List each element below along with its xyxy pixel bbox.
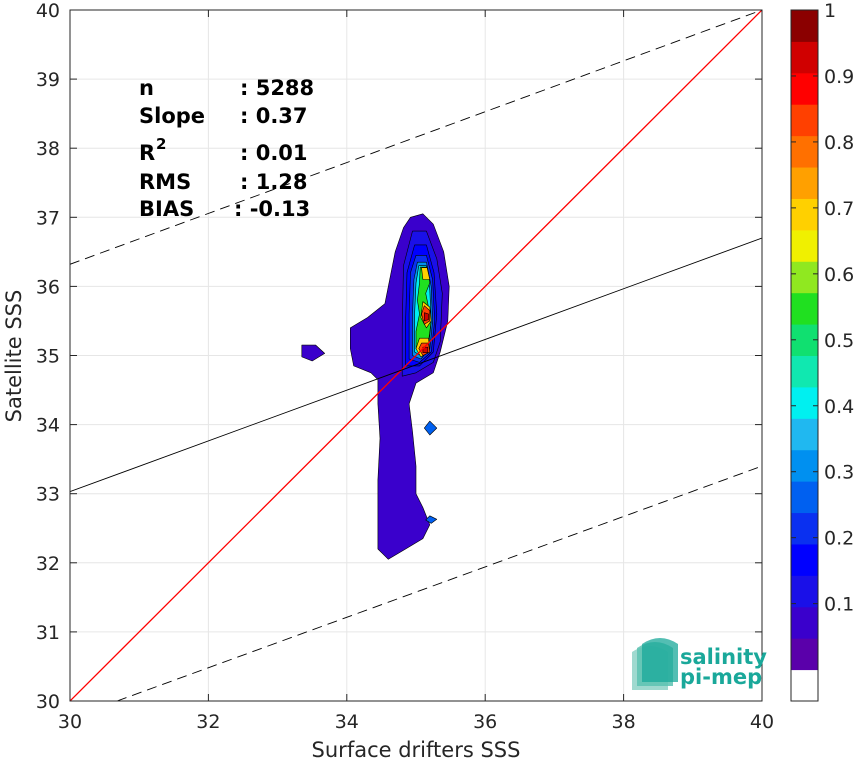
- colorbar-segment-16: [791, 167, 818, 199]
- y-tick-label-5: 35: [36, 346, 60, 368]
- x-tick-label-0: 30: [58, 711, 82, 733]
- colorbar-segment-15: [791, 198, 818, 231]
- y-tick-label-1: 31: [36, 622, 60, 644]
- colorbar-segment-13: [791, 261, 818, 294]
- y-tick-label-8: 38: [36, 138, 60, 160]
- colorbar-segment-7: [791, 449, 818, 482]
- y-tick-label-10: 40: [36, 0, 60, 22]
- logo-text-line1: salinity: [680, 645, 767, 669]
- logo-text-line2: pi-mep: [680, 665, 762, 689]
- colorbar-segment-1: [791, 638, 818, 671]
- colorbar-tick-label-2: 0.3: [824, 462, 854, 484]
- colorbar-tick-label-1: 0.2: [824, 528, 854, 550]
- colorbar-segment-14: [791, 229, 818, 262]
- stat-rms-label: RMS: [139, 170, 191, 194]
- stat-r2-value: : 0.01: [240, 141, 308, 165]
- x-axis-label: Surface drifters SSS: [312, 738, 521, 762]
- x-tick-labels: 30 32 34 36 38 40: [58, 711, 774, 733]
- contour-10-1: [422, 346, 429, 354]
- colorbar-segment-17: [791, 135, 818, 168]
- y-tick-labels: 30 31 32 33 34 35 36 37 38 39 40: [36, 0, 60, 713]
- stat-rms-value: : 1.28: [240, 170, 308, 194]
- colorbar-segment-12: [791, 292, 818, 325]
- x-tick-label-4: 38: [612, 711, 636, 733]
- colorbar-segment-6: [791, 481, 818, 514]
- contour-10-0: [423, 312, 429, 322]
- axis-ticks: [69, 9, 763, 702]
- colorbar-tick-label-3: 0.4: [824, 396, 854, 418]
- stat-bias-label: BIAS: [139, 197, 194, 221]
- salinity-pi-mep-logo: salinity pi-mep: [632, 638, 767, 690]
- colorbar-tick-label-8: 0.9: [824, 66, 854, 88]
- stat-r2-sup: 2: [156, 135, 166, 153]
- colorbar-segment-2: [791, 606, 818, 639]
- colorbar-segment-10: [791, 355, 818, 388]
- colorbar-segment-9: [791, 386, 818, 419]
- y-axis-label: Satellite SSS: [2, 290, 26, 423]
- colorbar-segment-20: [791, 41, 818, 74]
- identity-line: [70, 10, 762, 701]
- colorbar-tick-label-7: 0.8: [824, 132, 854, 154]
- colorbar-segment-0: [791, 669, 818, 702]
- x-tick-label-2: 34: [335, 711, 359, 733]
- regression-line: [70, 237, 762, 493]
- colorbar: [791, 10, 818, 702]
- stat-bias-value: : -0.13: [234, 197, 310, 221]
- reference-lines: [70, 10, 762, 701]
- y-tick-label-7: 37: [36, 207, 60, 229]
- y-tick-label-4: 34: [36, 415, 60, 437]
- colorbar-segment-19: [791, 72, 818, 105]
- contour-4-1: [425, 515, 438, 524]
- y-tick-label-9: 39: [36, 69, 60, 91]
- density-contours: [301, 213, 450, 560]
- x-tick-label-3: 36: [473, 711, 497, 733]
- colorbar-tick-label-4: 0.5: [824, 330, 854, 352]
- colorbar-tick-label-9: 1: [824, 0, 836, 22]
- colorbar-segment-3: [791, 575, 818, 608]
- stat-n-value: : 5288: [240, 76, 314, 100]
- colorbar-ticks: 0.1 0.2 0.3 0.4 0.5 0.6 0.7 0.8 0.9 1: [791, 0, 854, 616]
- colorbar-segment-4: [791, 543, 818, 576]
- colorbar-tick-label-6: 0.7: [824, 198, 854, 220]
- colorbar-segment-8: [791, 418, 818, 451]
- lower-bound-line: [116, 465, 762, 701]
- stat-slope-label: Slope: [139, 104, 205, 128]
- colorbar-border: [790, 9, 819, 702]
- colorbar-tick-label-0: 0.1: [824, 594, 854, 616]
- logo-wave-icon: [632, 638, 678, 690]
- stat-r2-label: R: [139, 141, 155, 165]
- colorbar-segment-5: [791, 512, 818, 545]
- colorbar-tick-label-5: 0.6: [824, 264, 854, 286]
- x-tick-label-1: 32: [196, 711, 220, 733]
- colorbar-segment-18: [791, 104, 818, 137]
- stat-slope-value: : 0.37: [240, 104, 308, 128]
- x-tick-label-5: 40: [750, 711, 774, 733]
- colorbar-segment-21: [791, 10, 818, 42]
- contour-0-1: [301, 344, 326, 362]
- stat-n-label: n: [139, 76, 154, 100]
- y-tick-label-0: 30: [36, 691, 60, 713]
- upper-bound-line: [70, 10, 762, 265]
- y-tick-label-6: 36: [36, 276, 60, 298]
- y-tick-label-3: 33: [36, 484, 60, 506]
- stats-block: n : 5288 Slope : 0.37 R 2 : 0.01 RMS : 1…: [139, 76, 314, 221]
- y-tick-label-2: 32: [36, 553, 60, 575]
- contour-4-0: [423, 420, 438, 436]
- contour-8-0: [421, 267, 431, 280]
